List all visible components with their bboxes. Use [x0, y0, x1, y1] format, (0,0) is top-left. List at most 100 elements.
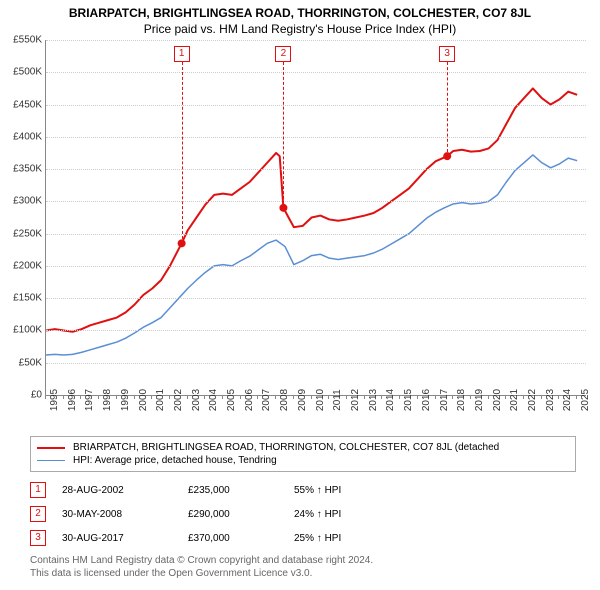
- x-axis-label: 2004: [208, 389, 219, 411]
- x-axis-label: 2023: [545, 389, 556, 411]
- x-tick: [293, 395, 294, 399]
- x-axis-label: 2015: [403, 389, 414, 411]
- legend-row: BRIARPATCH, BRIGHTLINGSEA ROAD, THORRING…: [37, 441, 569, 454]
- x-tick: [257, 395, 258, 399]
- sales-pct: 24% ↑ HPI: [294, 509, 384, 520]
- gridline: [46, 201, 586, 202]
- gridline: [46, 72, 586, 73]
- footnote-line: This data is licensed under the Open Gov…: [30, 567, 590, 580]
- x-axis-label: 2001: [155, 389, 166, 411]
- legend-swatch: [37, 447, 65, 449]
- x-tick: [470, 395, 471, 399]
- sales-date: 28-AUG-2002: [62, 485, 172, 496]
- y-axis-label: £200K: [2, 260, 42, 271]
- x-axis-label: 1997: [84, 389, 95, 411]
- x-axis-label: 1995: [49, 389, 60, 411]
- sales-table: 1 28-AUG-2002 £235,000 55% ↑ HPI 2 30-MAY-200…: [30, 478, 590, 550]
- y-axis-label: £150K: [2, 293, 42, 304]
- x-tick: [63, 395, 64, 399]
- x-tick: [452, 395, 453, 399]
- sales-date: 30-MAY-2008: [62, 509, 172, 520]
- y-axis-label: £0: [2, 390, 42, 401]
- x-tick: [240, 395, 241, 399]
- y-axis-label: £500K: [2, 67, 42, 78]
- x-axis-label: 2020: [492, 389, 503, 411]
- x-axis-label: 2013: [368, 389, 379, 411]
- x-tick: [45, 395, 46, 399]
- sales-price: £370,000: [188, 533, 278, 544]
- series-line: [46, 155, 577, 355]
- gridline: [46, 266, 586, 267]
- gridline: [46, 234, 586, 235]
- x-axis-label: 2017: [439, 389, 450, 411]
- footnote-line: Contains HM Land Registry data © Crown c…: [30, 554, 590, 567]
- gridline: [46, 40, 586, 41]
- footnote: Contains HM Land Registry data © Crown c…: [30, 554, 590, 580]
- x-axis-label: 2008: [279, 389, 290, 411]
- sales-flag: 1: [30, 482, 46, 498]
- legend-label: HPI: Average price, detached house, Tend…: [73, 455, 277, 466]
- sale-marker-dot: [279, 204, 287, 212]
- chart-container: BRIARPATCH, BRIGHTLINGSEA ROAD, THORRING…: [0, 0, 600, 580]
- line-layer: [46, 40, 586, 395]
- x-axis-label: 2006: [244, 389, 255, 411]
- x-tick: [116, 395, 117, 399]
- y-axis-label: £450K: [2, 99, 42, 110]
- sales-flag: 2: [30, 506, 46, 522]
- sales-pct: 25% ↑ HPI: [294, 533, 384, 544]
- x-tick: [151, 395, 152, 399]
- y-axis-label: £100K: [2, 325, 42, 336]
- sale-marker-flag: 3: [439, 46, 455, 62]
- gridline: [46, 330, 586, 331]
- sale-marker-flag: 1: [174, 46, 190, 62]
- x-tick: [576, 395, 577, 399]
- chart-title: BRIARPATCH, BRIGHTLINGSEA ROAD, THORRING…: [0, 0, 600, 20]
- y-axis-label: £300K: [2, 196, 42, 207]
- x-tick: [523, 395, 524, 399]
- legend-label: BRIARPATCH, BRIGHTLINGSEA ROAD, THORRING…: [73, 442, 499, 453]
- gridline: [46, 137, 586, 138]
- x-axis-label: 2012: [350, 389, 361, 411]
- sale-marker-stem: [182, 62, 183, 239]
- series-line: [46, 88, 577, 331]
- plot-region: 123: [45, 40, 586, 396]
- y-axis-label: £350K: [2, 164, 42, 175]
- sale-marker-dot: [178, 239, 186, 247]
- x-axis-label: 1996: [67, 389, 78, 411]
- x-axis-label: 1999: [120, 389, 131, 411]
- x-tick: [435, 395, 436, 399]
- sales-price: £235,000: [188, 485, 278, 496]
- x-axis-label: 2009: [297, 389, 308, 411]
- chart-subtitle: Price paid vs. HM Land Registry's House …: [0, 20, 600, 40]
- legend-row: HPI: Average price, detached house, Tend…: [37, 454, 569, 467]
- x-tick: [311, 395, 312, 399]
- x-tick: [328, 395, 329, 399]
- gridline: [46, 105, 586, 106]
- x-axis-label: 2011: [332, 389, 343, 411]
- legend: BRIARPATCH, BRIGHTLINGSEA ROAD, THORRING…: [30, 436, 576, 472]
- x-tick: [204, 395, 205, 399]
- x-axis-label: 2010: [315, 389, 326, 411]
- x-axis-label: 2007: [261, 389, 272, 411]
- y-axis-label: £250K: [2, 228, 42, 239]
- sale-marker-stem: [447, 62, 448, 152]
- sale-marker-dot: [443, 152, 451, 160]
- sales-price: £290,000: [188, 509, 278, 520]
- x-tick: [80, 395, 81, 399]
- x-tick: [222, 395, 223, 399]
- x-tick: [417, 395, 418, 399]
- y-axis-label: £400K: [2, 131, 42, 142]
- x-axis-label: 2000: [138, 389, 149, 411]
- x-axis-label: 2005: [226, 389, 237, 411]
- x-tick: [399, 395, 400, 399]
- x-tick: [275, 395, 276, 399]
- sales-pct: 55% ↑ HPI: [294, 485, 384, 496]
- x-axis-label: 2018: [456, 389, 467, 411]
- x-axis-label: 2024: [562, 389, 573, 411]
- legend-swatch: [37, 460, 65, 461]
- x-tick: [541, 395, 542, 399]
- x-tick: [169, 395, 170, 399]
- x-tick: [488, 395, 489, 399]
- x-axis-label: 2022: [527, 389, 538, 411]
- x-axis-label: 2003: [191, 389, 202, 411]
